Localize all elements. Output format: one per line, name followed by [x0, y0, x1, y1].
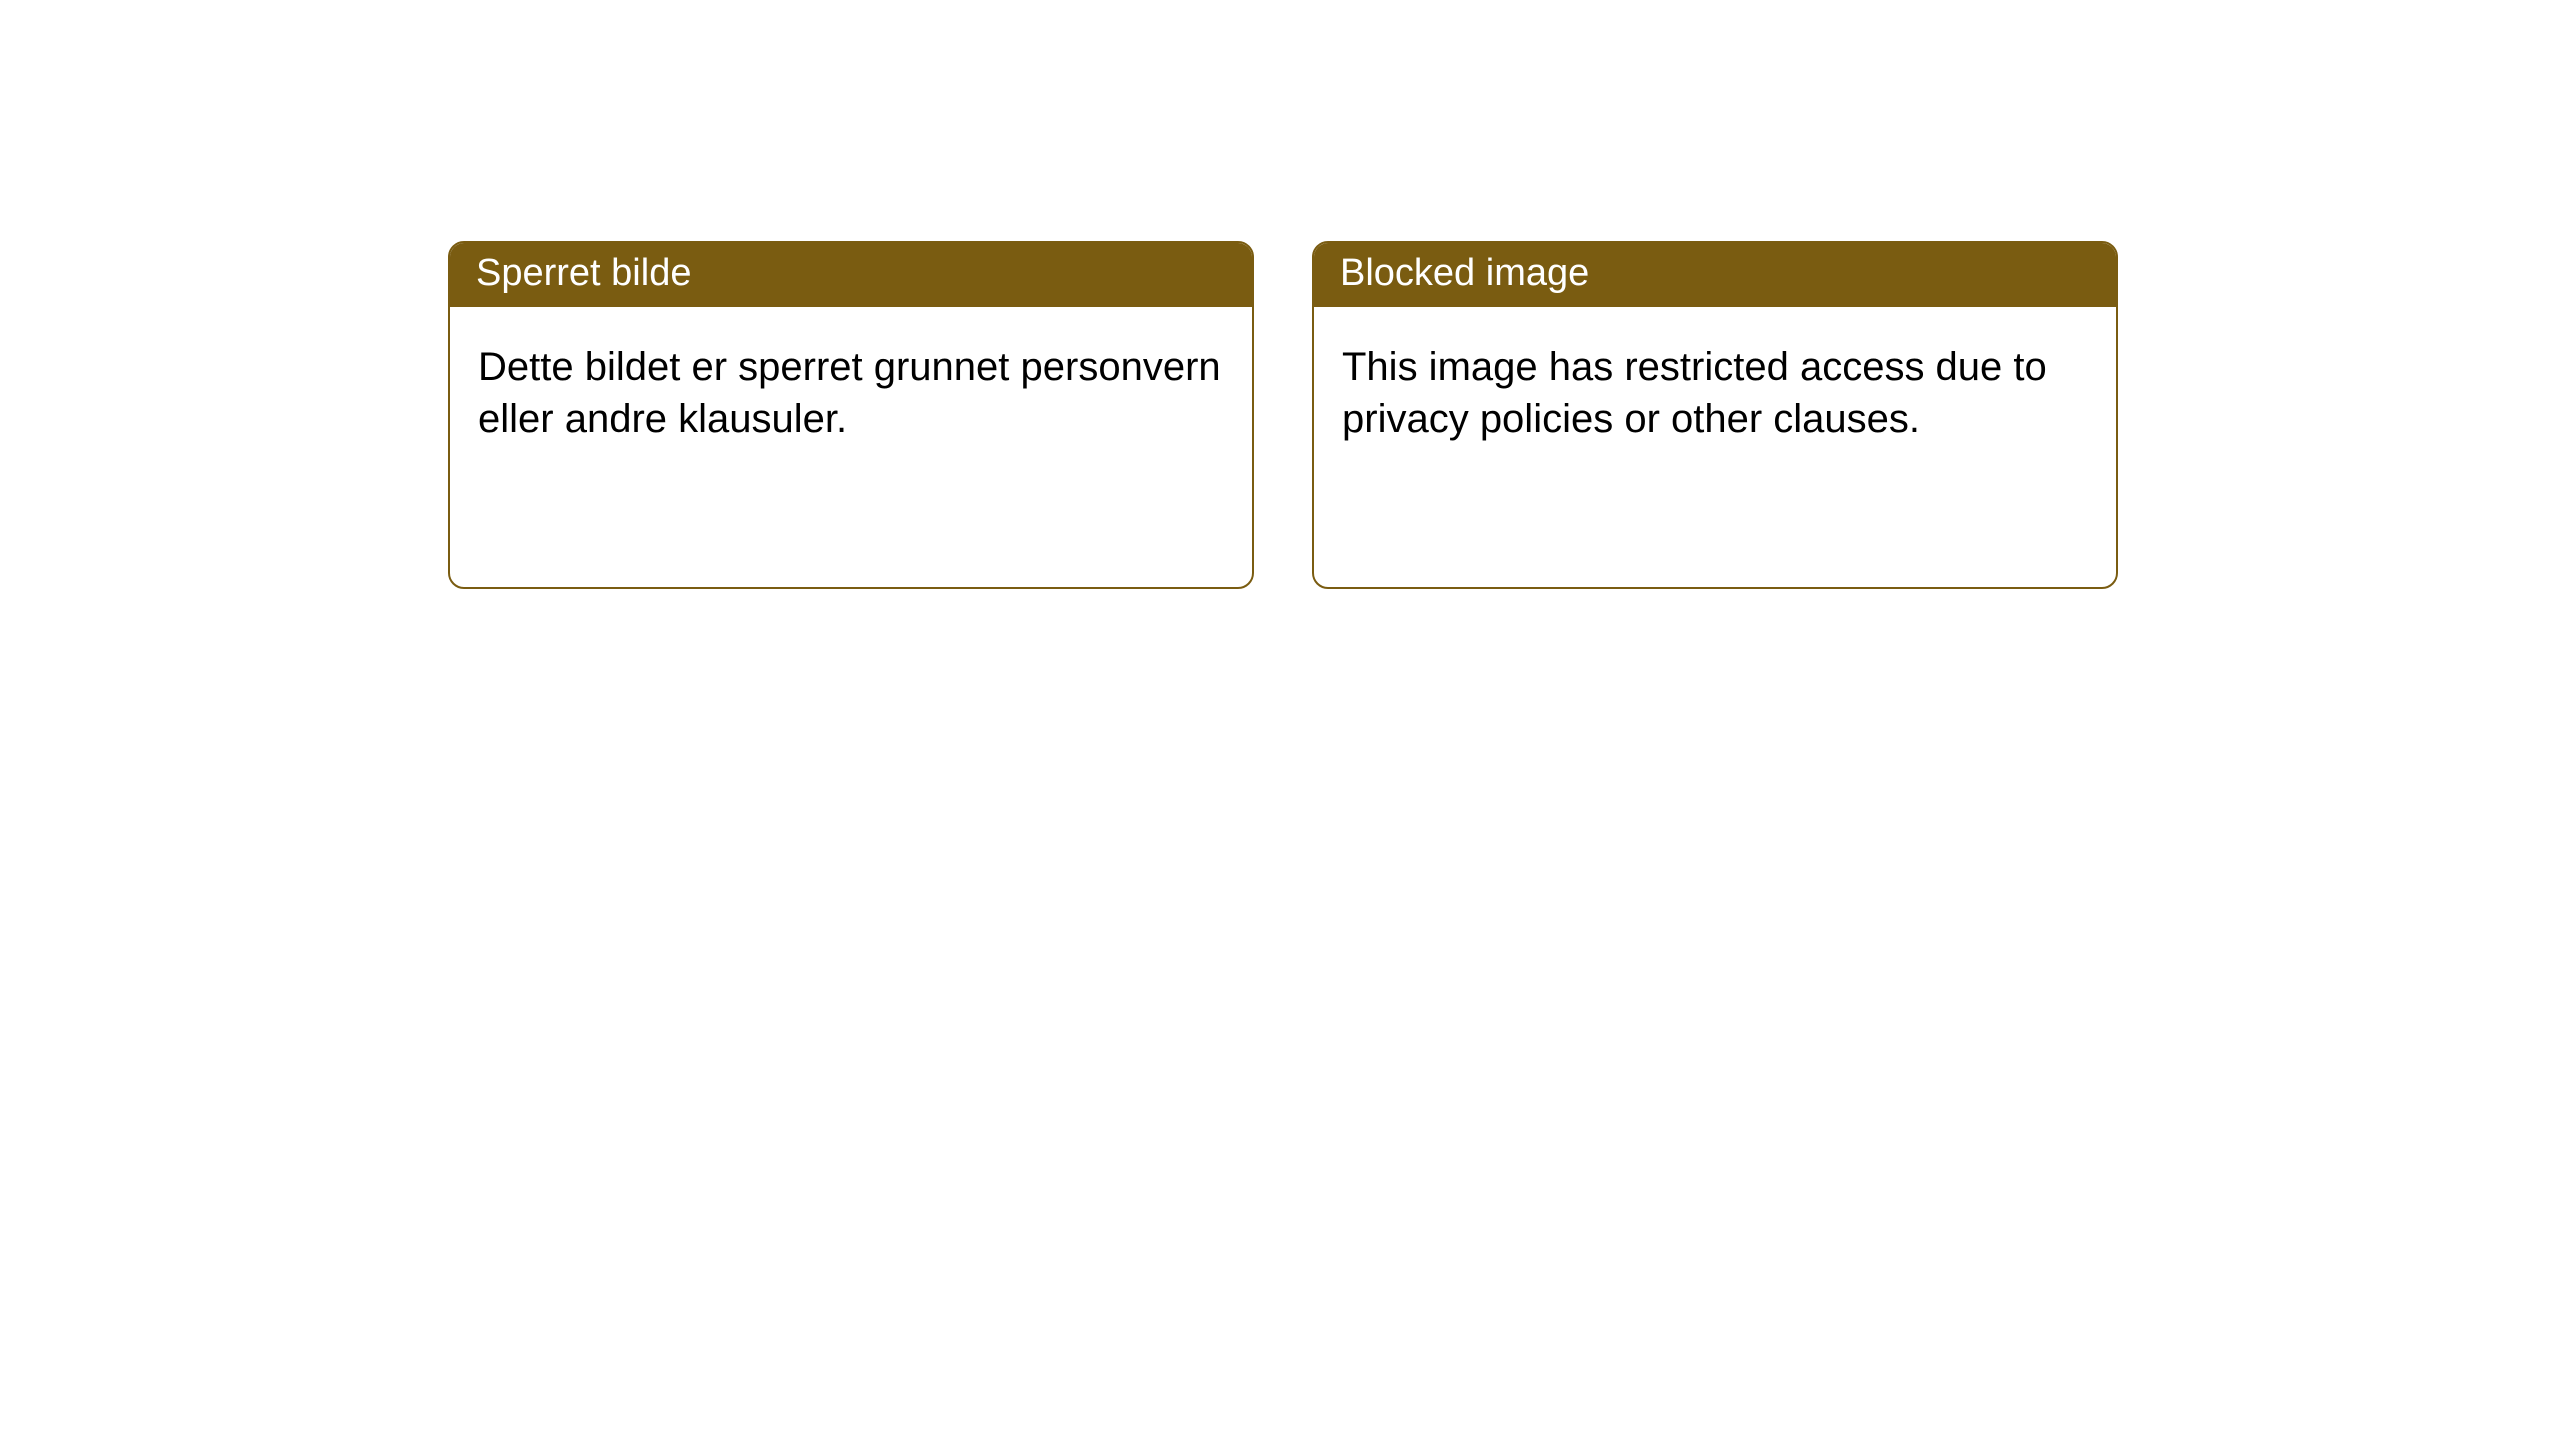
notice-header-no: Sperret bilde: [450, 243, 1252, 307]
notice-card-en: Blocked image This image has restricted …: [1312, 241, 2118, 589]
notice-card-no: Sperret bilde Dette bildet er sperret gr…: [448, 241, 1254, 589]
notice-header-en: Blocked image: [1314, 243, 2116, 307]
notice-body-en: This image has restricted access due to …: [1314, 307, 2116, 587]
notice-body-no: Dette bildet er sperret grunnet personve…: [450, 307, 1252, 587]
notice-container: Sperret bilde Dette bildet er sperret gr…: [448, 241, 2118, 589]
